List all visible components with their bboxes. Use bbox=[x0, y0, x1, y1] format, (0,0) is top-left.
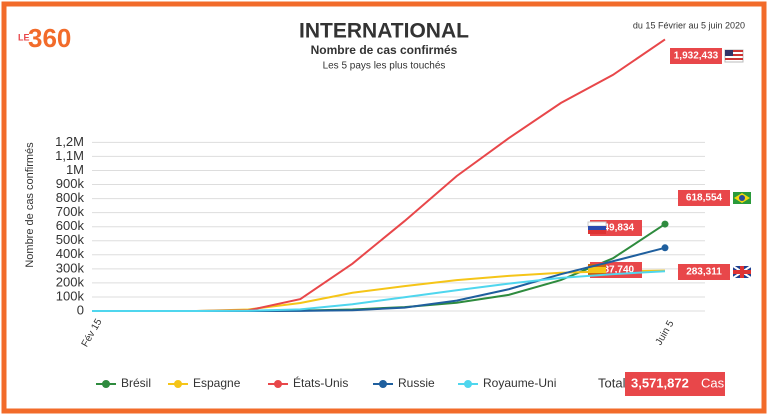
legend-marker bbox=[274, 380, 282, 388]
y-tick-label: 300k bbox=[56, 260, 85, 275]
flag bbox=[587, 221, 607, 234]
total-label: Total bbox=[598, 375, 626, 390]
y-tick-label: 1M bbox=[66, 162, 84, 177]
chart-subtitle: Nombre de cas confirmés bbox=[311, 43, 458, 57]
flag-part bbox=[725, 58, 743, 60]
value-label-box bbox=[670, 48, 722, 64]
series-line bbox=[91, 270, 666, 312]
flag bbox=[732, 265, 752, 279]
y-tick-label: 1,1M bbox=[55, 148, 84, 163]
date-range: du 15 Février au 5 juin 2020 bbox=[633, 20, 745, 30]
total-box bbox=[625, 372, 725, 396]
y-tick-label: 600k bbox=[56, 218, 85, 233]
legend-label: Espagne bbox=[193, 376, 241, 390]
flag-part bbox=[725, 50, 733, 56]
logo-prefix: LE bbox=[18, 32, 30, 42]
y-tick-label: 500k bbox=[56, 232, 85, 247]
flag-part bbox=[588, 226, 606, 230]
logo-name: 360 bbox=[28, 23, 71, 53]
flag-part bbox=[587, 221, 607, 227]
value-label: 287,740 bbox=[598, 265, 635, 276]
value-label-box bbox=[678, 264, 730, 280]
y-tick-label: 400k bbox=[56, 246, 85, 261]
flag-part bbox=[588, 230, 606, 234]
y-axis-label: Nombre de cas confirmés bbox=[24, 142, 36, 268]
y-tick-label: 200k bbox=[56, 274, 85, 289]
legend-marker bbox=[174, 380, 182, 388]
y-tick-label: 700k bbox=[56, 204, 85, 219]
flag-part bbox=[739, 195, 745, 201]
flag-part bbox=[588, 267, 606, 273]
y-tick-label: 1,2M bbox=[55, 134, 84, 149]
legend-label: États-Unis bbox=[293, 375, 348, 390]
end-point bbox=[661, 220, 669, 228]
flag-part bbox=[725, 50, 743, 52]
legend-marker bbox=[464, 380, 472, 388]
legend-marker bbox=[379, 380, 387, 388]
y-tick-label: 800k bbox=[56, 190, 85, 205]
legend-marker bbox=[102, 380, 110, 388]
value-label: 283,311 bbox=[686, 267, 722, 278]
flag-part bbox=[725, 54, 743, 56]
legend-label: Russie bbox=[398, 376, 435, 390]
end-point bbox=[661, 244, 669, 252]
flag bbox=[724, 49, 744, 63]
y-tick-label: 900k bbox=[56, 176, 85, 191]
value-label: 449,834 bbox=[598, 223, 635, 234]
flag bbox=[733, 192, 751, 204]
y-tick-label: 100k bbox=[56, 288, 85, 303]
total-unit: Cas bbox=[701, 375, 725, 390]
flag-part bbox=[733, 270, 751, 274]
value-label-box bbox=[678, 190, 730, 206]
chart-note: Les 5 pays les plus touchés bbox=[323, 61, 446, 72]
value-label: 618,554 bbox=[686, 193, 723, 204]
legend-label: Royaume-Uni bbox=[483, 376, 556, 390]
chart-title: INTERNATIONAL bbox=[299, 20, 469, 43]
legend-label: Brésil bbox=[121, 376, 151, 390]
value-label: 1,932,433 bbox=[674, 51, 719, 62]
y-tick-label: 0 bbox=[77, 302, 84, 317]
total-value: 3,571,872 bbox=[631, 375, 689, 390]
